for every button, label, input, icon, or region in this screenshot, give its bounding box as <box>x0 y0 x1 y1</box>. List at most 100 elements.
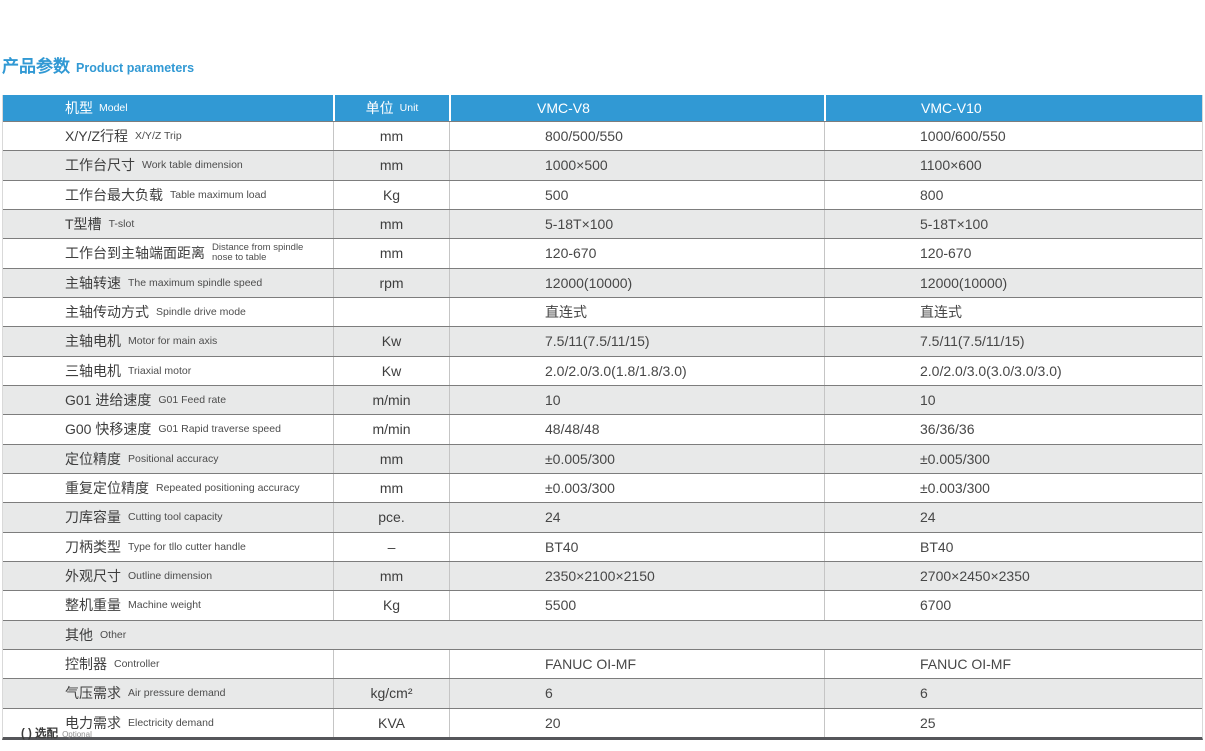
row-label-zh: 刀柄类型 <box>65 538 121 555</box>
vmc-v8-cell: ±0.005/300 <box>449 444 824 473</box>
vmc-v8-value: 500 <box>545 186 569 203</box>
table-row: T型槽 T-slot mm 5-18T×100 5-18T×100 <box>3 208 1202 239</box>
vmc-v10-value: 12000(10000) <box>920 274 1008 291</box>
vmc-v8-value: 7.5/11(7.5/11/15) <box>545 333 650 350</box>
row-label-zh: 工作台到主轴端面距离 <box>65 245 205 262</box>
unit-value: Kw <box>381 362 402 379</box>
unit-cell: kg/cm² <box>333 679 449 708</box>
vmc-v10-value: 6 <box>920 685 928 702</box>
row-label-cell: 刀柄类型 Type for tllo cutter handle <box>3 533 333 561</box>
header-model-zh: 机型 <box>65 100 93 116</box>
table-row: 整机重量 Machine weight Kg 5500 6700 <box>3 590 1202 620</box>
table-row: 重复定位精度 Repeated positioning accuracy mm ±0.… <box>3 472 1202 503</box>
vmc-v10-cell: 10 <box>824 385 1202 415</box>
vmc-v8-value: 24 <box>545 509 561 526</box>
row-label-cell: 控制器 Controller <box>3 650 333 678</box>
row-label-en-line1: Distance from spindle <box>212 242 304 254</box>
row-label-zh: 重复定位精度 <box>65 480 149 497</box>
vmc-v10-cell: ±0.005/300 <box>824 444 1202 473</box>
unit-value: m/min <box>372 392 411 409</box>
header-vmc-v10-label: VMC-V10 <box>921 100 982 116</box>
unit-value: KVA <box>378 714 405 731</box>
table-row: G01 进给速度 G01 Feed rate m/min 10 10 <box>3 384 1202 415</box>
vmc-v8-cell: 500 <box>449 180 824 209</box>
vmc-v8-value: 48/48/48 <box>545 421 600 438</box>
vmc-v8-value: 2350×2100×2150 <box>545 568 655 585</box>
vmc-v10-value: 直连式 <box>920 304 962 321</box>
unit-cell: – <box>333 532 449 561</box>
row-label-cell: 工作台到主轴端面距离 Distance from spindle nose to t… <box>3 239 333 267</box>
vmc-v8-cell: 6 <box>449 679 824 708</box>
vmc-v10-cell: 12000(10000) <box>824 268 1202 297</box>
row-label-en: X/Y/Z Trip <box>135 130 182 143</box>
unit-value: pce. <box>378 509 405 526</box>
table-header: 机型 Model 单位 Unit VMC-V8 VMC-V10 <box>3 95 1202 121</box>
row-label-cell: 外观尺寸 Outline dimension <box>3 562 333 590</box>
vmc-v10-value: 7.5/11(7.5/11/15) <box>920 333 1025 350</box>
vmc-v8-cell: 2.0/2.0/3.0(1.8/1.8/3.0) <box>449 356 824 385</box>
row-label-zh: 控制器 <box>65 656 107 673</box>
row-label-zh: G01 进给速度 <box>65 392 152 409</box>
header-vmc-v8: VMC-V8 <box>449 95 824 121</box>
row-label-cell: 主轴电机 Motor for main axis <box>3 327 333 355</box>
row-label-cell: 主轴转速 The maximum spindle speed <box>3 269 333 297</box>
vmc-v10-cell: 800 <box>824 180 1202 209</box>
row-label-en: Type for tllo cutter handle <box>128 540 246 553</box>
table-row: 气压需求 Air pressure demand kg/cm² 6 6 <box>3 678 1202 708</box>
row-label-zh: 主轴电机 <box>65 333 121 350</box>
vmc-v8-value: 10 <box>545 392 561 409</box>
vmc-v8-cell: 48/48/48 <box>449 415 824 444</box>
vmc-v10-value: 800 <box>920 186 944 203</box>
unit-cell: mm <box>333 444 449 473</box>
vmc-v10-value: 2.0/2.0/3.0(3.0/3.0/3.0) <box>920 362 1062 379</box>
vmc-v10-cell: 2700×2450×2350 <box>824 561 1202 591</box>
vmc-v10-value: 25 <box>920 714 936 731</box>
unit-value: mm <box>379 128 404 145</box>
unit-cell: m/min <box>333 385 449 415</box>
row-label-zh: 外观尺寸 <box>65 568 121 585</box>
unit-cell: mm <box>333 209 449 239</box>
vmc-v8-cell: 直连式 <box>449 297 824 327</box>
table-row: 三轴电机 Triaxial motor Kw 2.0/2.0/3.0(1.8/1.8/… <box>3 355 1202 385</box>
unit-cell: mm <box>333 239 449 268</box>
unit-value: mm <box>379 450 404 467</box>
page-title-en: Product parameters <box>76 61 195 75</box>
row-label-en: G01 Rapid traverse speed <box>158 423 281 436</box>
row-label-cell: 工作台最大负载 Table maximum load <box>3 181 333 209</box>
vmc-v10-cell: 25 <box>824 708 1202 737</box>
vmc-v8-value: 5500 <box>545 597 577 614</box>
unit-value: Kg <box>382 597 401 614</box>
row-label-cell: T型槽 T-slot <box>3 210 333 238</box>
table-row: 工作台到主轴端面距离 Distance from spindle nose to t… <box>3 238 1202 268</box>
unit-value: Kg <box>382 186 401 203</box>
row-label-cell: X/Y/Z行程 X/Y/Z Trip <box>3 122 333 150</box>
row-label-zh: 整机重量 <box>65 597 121 614</box>
page-title: 产品参数 Product parameters <box>2 52 194 77</box>
header-unit-en: Unit <box>399 102 419 114</box>
table-row: 控制器 Controller FANUC OI-MF FANUC OI-MF <box>3 648 1202 679</box>
row-label-cell: 三轴电机 Triaxial motor <box>3 357 333 385</box>
vmc-v10-value: 36/36/36 <box>920 421 975 438</box>
row-label-zh: X/Y/Z行程 <box>65 128 129 145</box>
row-label-zh: 工作台最大负载 <box>65 186 163 203</box>
footer-note-en: Optional <box>62 730 92 739</box>
vmc-v8-cell: 24 <box>449 503 824 532</box>
vmc-v8-cell: FANUC OI-MF <box>449 649 824 679</box>
vmc-v8-cell: 2350×2100×2150 <box>449 561 824 591</box>
table-body: X/Y/Z行程 X/Y/Z Trip mm 800/500/550 1000/600/5… <box>3 121 1202 737</box>
row-label-zh: G00 快移速度 <box>65 421 152 438</box>
row-label-zh: 工作台尺寸 <box>65 157 135 174</box>
vmc-v8-value: BT40 <box>545 538 579 555</box>
vmc-v8-cell: 5-18T×100 <box>449 209 824 239</box>
row-label-cell: 其他 Other <box>3 621 1202 649</box>
vmc-v8-cell: 1000×500 <box>449 151 824 180</box>
vmc-v8-value: ±0.005/300 <box>545 450 615 467</box>
row-label-en: Table maximum load <box>170 188 267 201</box>
vmc-v10-value: 1000/600/550 <box>920 128 1006 145</box>
vmc-v8-value: 5-18T×100 <box>545 216 614 233</box>
unit-cell: KVA <box>333 708 449 737</box>
row-label-en: Electricity demand <box>128 716 214 729</box>
table-row: G00 快移速度 G01 Rapid traverse speed m/min 48/… <box>3 414 1202 444</box>
row-label-cell: G00 快移速度 G01 Rapid traverse speed <box>3 415 333 443</box>
header-model-en: Model <box>99 102 128 114</box>
